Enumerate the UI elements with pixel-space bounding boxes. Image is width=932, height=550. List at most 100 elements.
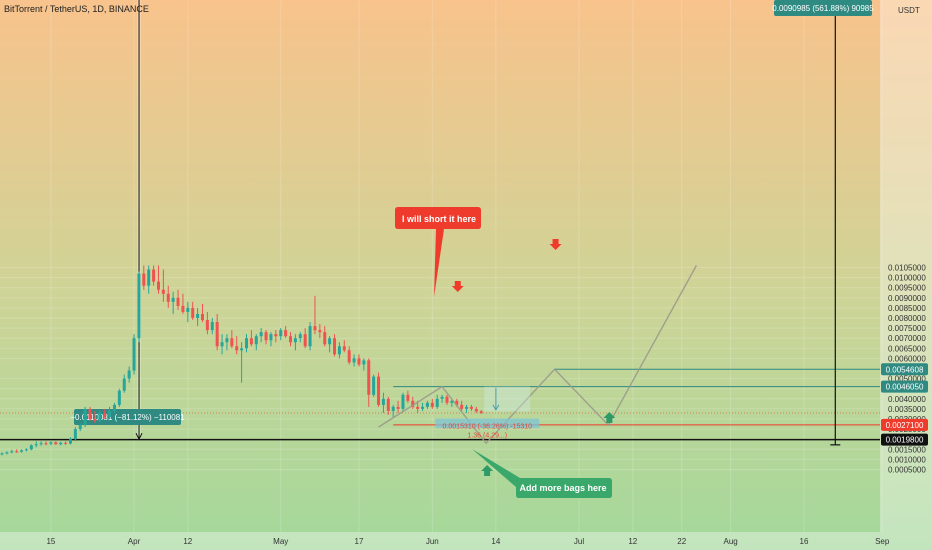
- candle-body[interactable]: [137, 273, 141, 339]
- candle-body[interactable]: [161, 289, 165, 294]
- candle-body[interactable]: [474, 408, 478, 412]
- candle-body[interactable]: [289, 336, 293, 343]
- measure-label-down[interactable]: −0.0110081 (−81.12%) −110081: [70, 409, 185, 425]
- candle-body[interactable]: [303, 334, 307, 347]
- price-tag[interactable]: 0.0054608: [881, 363, 928, 376]
- candle-body[interactable]: [39, 443, 43, 445]
- candle-body[interactable]: [269, 334, 273, 341]
- time-axis[interactable]: 15 Apr 12 May 17 Jun 14 Jul 12 22 Aug 16 Sep: [46, 537, 889, 546]
- candle-body[interactable]: [323, 332, 327, 345]
- candle-body[interactable]: [465, 406, 469, 409]
- candle-body[interactable]: [59, 442, 63, 445]
- candle-body[interactable]: [5, 452, 9, 454]
- short-callout[interactable]: I will short it here: [395, 207, 481, 297]
- candle-body[interactable]: [98, 412, 102, 422]
- candle-body[interactable]: [337, 346, 341, 355]
- candle-body[interactable]: [445, 396, 449, 403]
- candle-body[interactable]: [440, 396, 444, 399]
- candle-body[interactable]: [425, 402, 429, 407]
- candle-body[interactable]: [372, 376, 376, 395]
- candle-body[interactable]: [479, 411, 483, 413]
- price-tag[interactable]: 0.0027100: [881, 418, 928, 431]
- candle-body[interactable]: [210, 322, 214, 331]
- candle-body[interactable]: [455, 400, 459, 405]
- candle-body[interactable]: [352, 358, 356, 363]
- candle-body[interactable]: [24, 449, 28, 451]
- candle-body[interactable]: [93, 419, 97, 422]
- candle-body[interactable]: [421, 406, 425, 409]
- candle-body[interactable]: [196, 313, 200, 318]
- candle-body[interactable]: [225, 338, 229, 343]
- candle-body[interactable]: [171, 297, 175, 302]
- price-tag[interactable]: 0.0046050: [881, 380, 928, 393]
- candle-body[interactable]: [147, 269, 151, 286]
- candle-body[interactable]: [401, 394, 405, 409]
- candle-body[interactable]: [342, 346, 346, 351]
- candle-body[interactable]: [430, 402, 434, 407]
- candle-body[interactable]: [54, 442, 58, 445]
- candle-body[interactable]: [20, 450, 24, 452]
- candle-body[interactable]: [44, 443, 48, 445]
- candle-body[interactable]: [186, 307, 190, 312]
- candle-body[interactable]: [10, 451, 14, 453]
- candle-body[interactable]: [88, 408, 92, 419]
- candle-body[interactable]: [460, 404, 464, 409]
- candle-body[interactable]: [279, 330, 283, 337]
- candle-body[interactable]: [78, 425, 82, 430]
- measure-label-up[interactable]: 0.0090985 (561.88%) 90985: [772, 0, 874, 16]
- candle-body[interactable]: [176, 297, 180, 306]
- candle-body[interactable]: [386, 398, 390, 411]
- candle-body[interactable]: [450, 400, 454, 403]
- candle-body[interactable]: [284, 330, 288, 337]
- candle-body[interactable]: [127, 370, 131, 379]
- candle-body[interactable]: [34, 444, 38, 446]
- candle-body[interactable]: [328, 338, 332, 345]
- candle-body[interactable]: [83, 408, 87, 426]
- candle-body[interactable]: [103, 412, 107, 417]
- candle-body[interactable]: [381, 398, 385, 405]
- candles[interactable]: [0, 265, 483, 456]
- candle-body[interactable]: [357, 358, 361, 365]
- candle-body[interactable]: [230, 338, 234, 347]
- candle-body[interactable]: [0, 453, 4, 455]
- candle-body[interactable]: [416, 406, 420, 409]
- candle-body[interactable]: [191, 307, 195, 318]
- candle-body[interactable]: [406, 394, 410, 401]
- candle-body[interactable]: [15, 451, 19, 453]
- candle-body[interactable]: [396, 406, 400, 409]
- candle-body[interactable]: [367, 360, 371, 395]
- add-callout[interactable]: Add more bags here: [472, 449, 612, 498]
- candle-body[interactable]: [108, 410, 112, 417]
- candle-body[interactable]: [220, 342, 224, 347]
- candle-body[interactable]: [318, 330, 322, 333]
- candle-body[interactable]: [181, 305, 185, 312]
- candle-body[interactable]: [29, 445, 33, 450]
- candle-body[interactable]: [245, 338, 248, 349]
- candle-body[interactable]: [49, 442, 53, 444]
- price-axis[interactable]: 0.00050000.00100000.00150000.00250000.00…: [881, 264, 928, 475]
- candle-body[interactable]: [254, 336, 258, 345]
- candle-body[interactable]: [156, 281, 160, 290]
- candle-body[interactable]: [308, 326, 312, 347]
- callouts[interactable]: I will short it here Add more bags here: [395, 207, 616, 498]
- candle-body[interactable]: [68, 439, 72, 444]
- candle-body[interactable]: [235, 346, 239, 351]
- candle-body[interactable]: [347, 350, 351, 363]
- candle-body[interactable]: [132, 338, 136, 371]
- candle-body[interactable]: [259, 332, 263, 337]
- candle-body[interactable]: [73, 429, 77, 440]
- candle-body[interactable]: [122, 378, 126, 391]
- candle-body[interactable]: [293, 338, 297, 343]
- candle-body[interactable]: [469, 406, 473, 409]
- candle-body[interactable]: [435, 398, 439, 407]
- candle-body[interactable]: [362, 360, 366, 365]
- candle-body[interactable]: [391, 406, 395, 411]
- candle-body[interactable]: [240, 348, 244, 351]
- candle-body[interactable]: [142, 273, 146, 286]
- position-box[interactable]: 0.0015310 (-36.26%) -15310 1.36 (4.29...): [435, 386, 540, 440]
- candle-body[interactable]: [298, 334, 302, 339]
- candle-body[interactable]: [313, 326, 317, 331]
- candle-body[interactable]: [205, 320, 209, 331]
- candle-body[interactable]: [112, 404, 116, 411]
